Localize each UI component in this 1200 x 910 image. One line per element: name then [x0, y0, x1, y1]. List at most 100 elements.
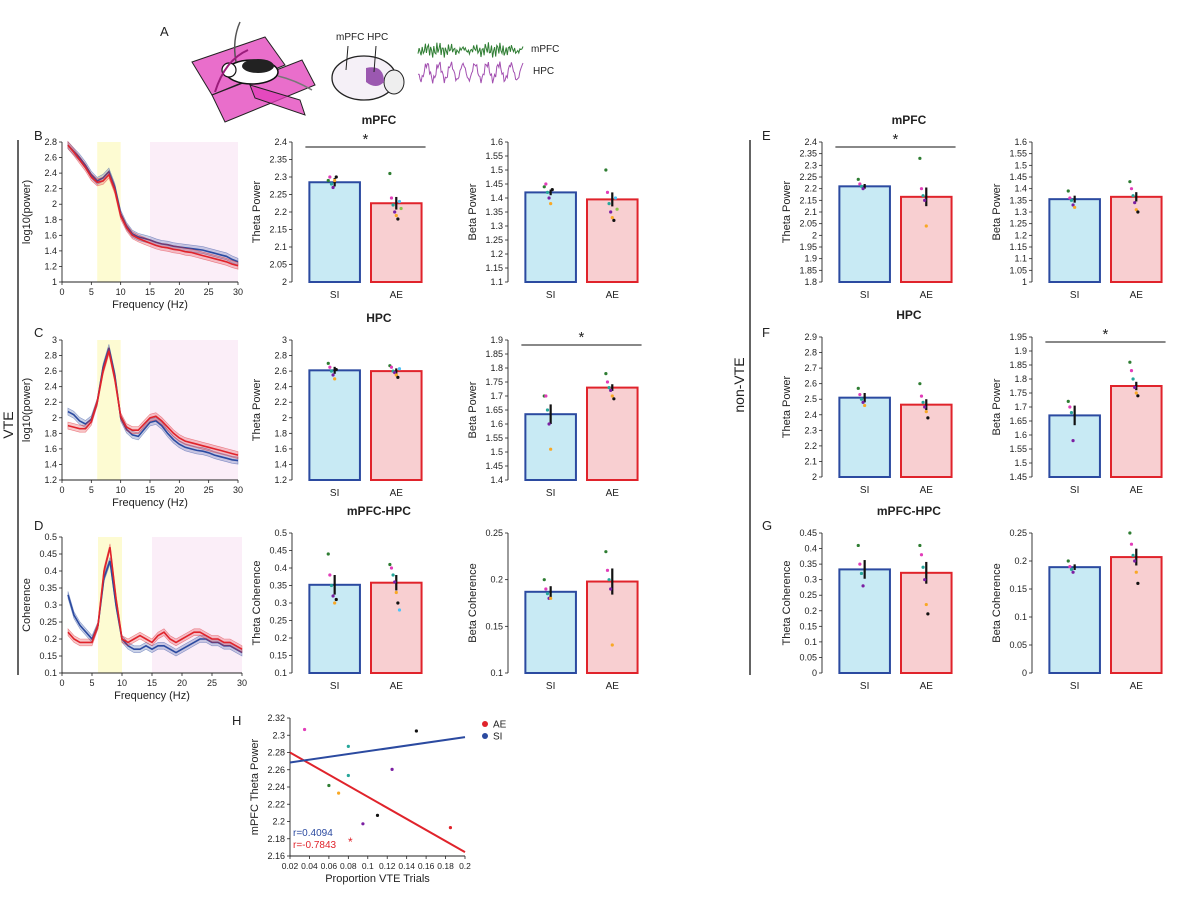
data-point: [394, 213, 398, 218]
x-tick-label: 0: [59, 485, 64, 495]
bar-chart-d-theta: 0.1 0.15 0.2 0.25 0.3 0.35 0.4 0.45 0.5 Theta Coh…: [251, 504, 423, 692]
panel-letter-d: D: [34, 518, 43, 533]
y-tick-label: 1.35: [485, 207, 503, 217]
panel-letter-f: F: [762, 325, 770, 340]
y-axis-label: Theta Coherence: [251, 561, 263, 646]
y-tick-label: 1.8: [804, 277, 817, 287]
data-point: [549, 447, 553, 451]
bar-si: [308, 583, 361, 674]
x-tick-label: 0.1: [362, 861, 374, 871]
y-tick-label: 1.4: [490, 193, 503, 203]
y-tick-label: 2: [812, 230, 817, 240]
y-tick-label: 1.1: [1014, 254, 1027, 264]
y-tick-label: 0.15: [485, 621, 503, 631]
x-tick-label: 15: [145, 485, 155, 495]
y-tick-label: 1.4: [1014, 184, 1027, 194]
y-tick-label: 1.6: [1014, 430, 1027, 440]
data-point: [1134, 391, 1138, 395]
data-point: [394, 373, 398, 377]
y-axis-label: log10(power): [21, 180, 33, 244]
y-tick-label: 0.25: [485, 528, 503, 538]
bar-ae: [900, 403, 953, 478]
x-tick-label: 0.2: [459, 861, 471, 871]
x-tick-label: 30: [233, 485, 243, 495]
y-tick-label: 0.05: [799, 652, 817, 662]
panel-letter-b: B: [34, 128, 43, 143]
x-tick-label: 5: [89, 485, 94, 495]
data-point: [326, 178, 330, 183]
y-tick-label: 0.2: [490, 575, 503, 585]
y-tick-label: 1.05: [1009, 265, 1027, 275]
data-point: [337, 791, 341, 795]
bar-chart-d-beta: 0.1 0.15 0.2 0.25 Beta Coherence SI AE: [467, 528, 639, 692]
legend-label-ae: AE: [493, 720, 507, 731]
y-tick-label: 0.1: [274, 668, 287, 678]
data-point: [1129, 369, 1134, 373]
y-tick-label: 2.2: [804, 441, 817, 451]
data-point: [1136, 394, 1140, 398]
x-tick-label: AE: [606, 290, 620, 301]
bar-si: [838, 185, 891, 283]
chart-title: mPFC-HPC: [877, 504, 941, 518]
data-point: [329, 182, 334, 186]
data-point: [375, 813, 380, 817]
y-tick-label: 2.26: [267, 765, 285, 775]
y-tick-label: 1.55: [485, 151, 503, 161]
y-tick-label: 1.9: [490, 335, 503, 345]
data-point: [549, 202, 553, 206]
y-tick-label: 2.4: [804, 137, 817, 147]
y-tick-label: 0.1: [804, 637, 817, 647]
data-point: [333, 601, 337, 605]
x-tick-label: 10: [117, 678, 127, 688]
y-axis-label: mPFC Theta Power: [249, 738, 261, 835]
bar-chart-b-theta: 2 2.05 2.1 2.15 2.2 2.25 2.3 2.35 2.4 Theta Power…: [251, 113, 426, 301]
y-tick-label: 0.3: [804, 575, 817, 585]
spectrum-chart-d-spectrum: 0.1 0.15 0.2 0.25 0.3 0.35 0.4 0.45 0.5 Coherence…: [21, 532, 247, 702]
y-tick-label: 2.15: [799, 195, 817, 205]
y-tick-label: 2.22: [267, 799, 285, 809]
data-point: [923, 578, 927, 582]
data-point: [1133, 201, 1137, 205]
data-point: [1131, 553, 1135, 558]
bar-ae: [370, 370, 423, 481]
data-point: [1069, 567, 1074, 572]
x-tick-label: 0.04: [301, 861, 318, 871]
y-axis-label: Theta Coherence: [781, 561, 793, 646]
y-tick-label: 1.5: [490, 447, 503, 457]
data-point: [607, 202, 611, 206]
x-tick-label: SI: [1070, 681, 1079, 692]
x-tick-label: 25: [207, 678, 217, 688]
x-tick-label: 30: [233, 287, 243, 297]
x-axis-label: Proportion VTE Trials: [325, 873, 430, 885]
bar-si: [524, 590, 577, 674]
y-tick-label: 2.15: [269, 225, 287, 235]
y-tick-label: 1.8: [1014, 374, 1027, 384]
x-tick-label: AE: [606, 681, 620, 692]
series-line-si: [67, 144, 239, 263]
y-tick-label: 1.45: [1009, 472, 1027, 482]
y-tick-label: 2.5: [804, 394, 817, 404]
data-point: [329, 583, 334, 588]
y-tick-label: 2.2: [274, 207, 287, 217]
data-point: [861, 187, 865, 191]
data-point: [1068, 196, 1072, 200]
data-point: [327, 783, 331, 788]
electrode-mpfc: [345, 45, 349, 71]
y-tick-label: 1: [52, 277, 57, 287]
data-point: [389, 566, 394, 570]
schematic-region-label: mPFC HPC: [336, 32, 388, 43]
y-tick-label: 2.2: [44, 184, 57, 194]
data-point: [1131, 194, 1135, 198]
bar-chart-e-beta: 1 1.051.1 1.15 1.21.25 1.3 1.351.4 1.45 1.51.55…: [991, 137, 1163, 301]
data-point: [926, 612, 930, 616]
data-point: [1066, 399, 1070, 403]
data-point: [394, 590, 398, 595]
data-point: [326, 361, 330, 365]
y-tick-label: 2.05: [269, 260, 287, 270]
y-tick-label: 1.7: [490, 391, 503, 401]
x-tick-label: 25: [204, 485, 214, 495]
data-point: [609, 388, 613, 392]
x-axis-label: Frequency (Hz): [114, 690, 190, 702]
data-point: [328, 175, 332, 179]
lfp-traces: [417, 42, 524, 84]
